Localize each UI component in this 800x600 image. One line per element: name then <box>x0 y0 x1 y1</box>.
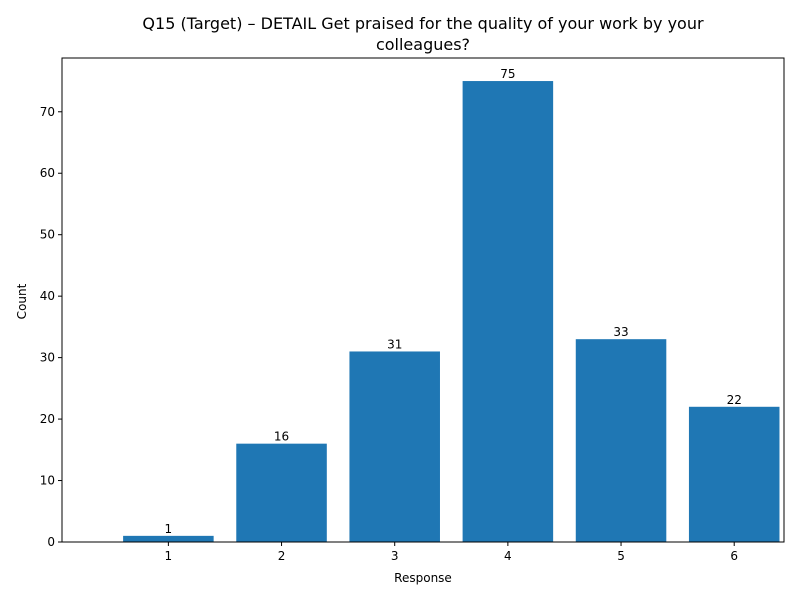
x-tick-label-1: 1 <box>165 549 173 563</box>
x-tick-label-5: 5 <box>617 549 625 563</box>
x-tick-label-4: 4 <box>504 549 512 563</box>
x-tick-label-6: 6 <box>730 549 738 563</box>
bar-3 <box>349 351 440 542</box>
y-tick-label-40: 40 <box>40 289 55 303</box>
x-axis-label: Response <box>394 571 452 585</box>
y-tick-label-50: 50 <box>40 228 55 242</box>
x-axis: 1 2 3 4 5 6 <box>165 542 738 563</box>
bar-1 <box>123 535 214 542</box>
plot-area-frame <box>61 57 785 543</box>
chart-title-line-2: colleagues? <box>376 35 470 54</box>
bar-5 <box>575 339 667 542</box>
y-tick-label-70: 70 <box>40 105 55 119</box>
data-label-6: 22 <box>727 393 742 407</box>
data-label-1: 1 <box>165 522 173 536</box>
y-tick-label-20: 20 <box>40 412 55 426</box>
chart-title-line-1: Q15 (Target) – DETAIL Get praised for th… <box>142 14 704 33</box>
y-axis: 0 10 20 30 40 50 60 70 <box>40 105 62 549</box>
y-tick-label-30: 30 <box>40 351 55 365</box>
y-tick-label-60: 60 <box>40 166 55 180</box>
bar-6 <box>688 406 780 542</box>
data-label-5: 33 <box>613 325 628 339</box>
y-tick-label-10: 10 <box>40 474 55 488</box>
data-label-3: 31 <box>387 337 402 351</box>
bar-2 <box>236 443 327 542</box>
data-labels: 1 16 31 75 33 22 <box>165 67 742 536</box>
x-tick-label-3: 3 <box>391 549 399 563</box>
y-tick-label-0: 0 <box>47 535 55 549</box>
chart-title: Q15 (Target) – DETAIL Get praised for th… <box>142 14 704 54</box>
bar-series <box>123 81 780 543</box>
x-tick-label-2: 2 <box>278 549 286 563</box>
data-label-2: 16 <box>274 430 289 444</box>
data-label-4: 75 <box>500 67 515 81</box>
bar-4 <box>462 81 554 543</box>
y-axis-label: Count <box>15 283 29 319</box>
